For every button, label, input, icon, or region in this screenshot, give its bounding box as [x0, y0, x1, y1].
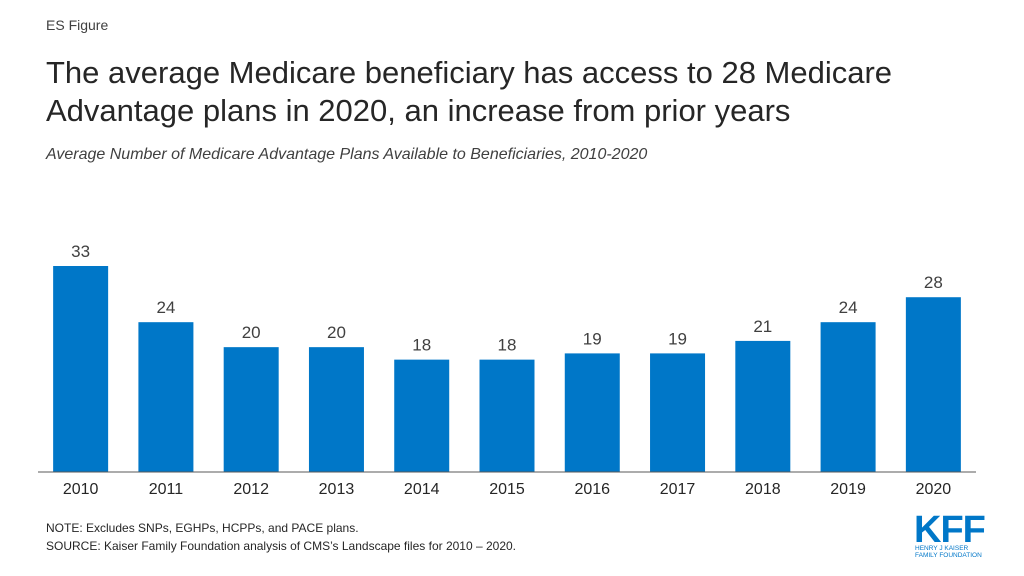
- figure-label: ES Figure: [46, 17, 109, 33]
- value-label-group: 33 24 20 20 18 18 19 19 21 24 28: [71, 242, 943, 355]
- x-tick-label-2018: 2018: [745, 481, 781, 498]
- value-label-2016: 19: [583, 329, 602, 348]
- x-tick-label-2010: 2010: [63, 481, 99, 498]
- bar-2019: [820, 322, 876, 472]
- value-label-2012: 20: [242, 323, 261, 342]
- kff-logo: KFF HENRY J KAISER FAMILY FOUNDATION: [914, 510, 986, 559]
- value-label-2019: 24: [839, 298, 858, 317]
- bar-2010: [53, 266, 109, 472]
- logo-mark: KFF: [914, 510, 985, 551]
- x-tick-label-group: 2010 2011 2012 2013 2014 2015 2016 2017 2018 2019…: [63, 481, 951, 498]
- page-title: The average Medicare beneficiary has acc…: [46, 55, 893, 128]
- value-label-2013: 20: [327, 323, 346, 342]
- bar-2016: [564, 353, 620, 472]
- x-tick-label-2013: 2013: [319, 481, 355, 498]
- x-tick-label-2012: 2012: [233, 481, 269, 498]
- bar-2015: [479, 359, 535, 472]
- bar-2011: [138, 322, 194, 472]
- bar-2018: [735, 340, 791, 472]
- source-text: SOURCE: Kaiser Family Foundation analysi…: [46, 539, 517, 553]
- value-label-2020: 28: [924, 273, 943, 292]
- value-label-2017: 19: [668, 329, 687, 348]
- chart-subtitle: Average Number of Medicare Advantage Pla…: [46, 146, 648, 163]
- x-tick-label-2011: 2011: [149, 481, 184, 498]
- bar-2014: [394, 359, 450, 472]
- value-label-2011: 24: [156, 298, 175, 317]
- value-label-2015: 18: [498, 336, 517, 355]
- value-label-2018: 21: [753, 317, 772, 336]
- bar-2012: [223, 347, 279, 472]
- x-tick-label-2014: 2014: [404, 481, 440, 498]
- bar-group: [53, 266, 961, 472]
- bar-2013: [308, 347, 364, 472]
- logo-line-2: FAMILY FOUNDATION: [915, 552, 982, 559]
- x-tick-label-2016: 2016: [574, 481, 610, 498]
- x-tick-label-2019: 2019: [830, 481, 866, 498]
- x-tick-label-2017: 2017: [660, 481, 696, 498]
- value-label-2014: 18: [412, 336, 431, 355]
- footnote: NOTE: Excludes SNPs, EGHPs, HCPPs, and P…: [46, 519, 516, 555]
- value-label-2010: 33: [71, 242, 90, 261]
- bar-2017: [650, 353, 706, 472]
- x-tick-label-2015: 2015: [489, 481, 525, 498]
- bar-2020: [905, 297, 961, 472]
- logo-line-1: HENRY J KAISER: [915, 545, 969, 552]
- note-text: NOTE: Excludes SNPs, EGHPs, HCPPs, and P…: [46, 521, 359, 535]
- x-tick-label-2020: 2020: [916, 481, 952, 498]
